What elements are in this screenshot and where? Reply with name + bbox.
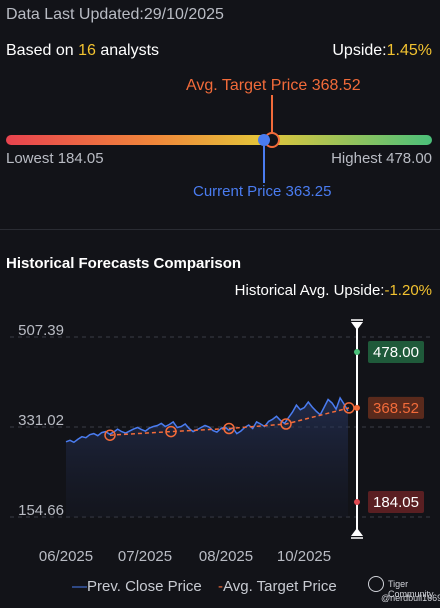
updated-date: 29/10/2025 (143, 6, 224, 23)
avg-target-point (223, 422, 235, 435)
avg-target-point (104, 429, 116, 441)
series-avg-target-line (109, 407, 350, 436)
range-marker-pill (368, 340, 424, 363)
history-title: Historical Forecasts Comparison (6, 255, 242, 272)
range-top-arrow (351, 322, 363, 330)
range-bottom-arrow (351, 528, 363, 536)
x-tick-label: 06/2025 (39, 548, 93, 565)
range-gradient (6, 135, 432, 145)
based-on-suffix: analysts (100, 42, 160, 59)
highest-label: Highest 478.00 (331, 150, 432, 167)
upside-label: Upside: (332, 42, 387, 59)
range-marker-pill (368, 491, 424, 514)
legend-prev-close-label: Prev. Close Price (87, 578, 202, 595)
tiger-logo-icon (368, 576, 384, 592)
upside-text: Upside:1.45% (332, 42, 432, 60)
current-price-label: Current Price 363.25 (193, 183, 332, 200)
legend-avg-target-label: Avg. Target Price (223, 578, 337, 595)
y-tick-label: 507.39 (18, 322, 64, 339)
price-range-bar (6, 95, 432, 183)
legend-prev-close: —Prev. Close Price (72, 578, 202, 595)
avg-target-label: Avg. Target Price 368.52 (186, 77, 361, 94)
range-marker-pill (368, 396, 424, 419)
avg-target-point (343, 402, 355, 414)
data-updated-text: Data Last Updated:29/10/2025 (6, 6, 224, 24)
legend-avg-target-swatch: - (218, 578, 223, 595)
x-tick-label: 08/2025 (199, 548, 253, 565)
analyst-count: 16 (78, 42, 96, 59)
legend-avg-target: -Avg. Target Price (218, 578, 337, 595)
analyst-summary-panel (0, 0, 440, 230)
range-marker-dot (354, 404, 360, 411)
history-avg-upside: Historical Avg. Upside:-1.20% (235, 282, 432, 299)
analyst-count-text: Based on 16 analysts (6, 42, 159, 60)
current-price-marker (258, 134, 270, 146)
x-tick-label: 07/2025 (118, 548, 172, 565)
upside-value: 1.45% (386, 42, 432, 59)
x-tick-label: 10/2025 (277, 548, 331, 565)
legend-prev-close-swatch: — (72, 578, 87, 595)
section-divider (0, 229, 440, 230)
watermark-brand: Tiger Community (388, 579, 434, 599)
lowest-label: Lowest 184.05 (6, 150, 104, 167)
based-on-prefix: Based on (6, 42, 74, 59)
watermark-user: @nerdbull1669 (381, 593, 440, 603)
range-marker-label: 184.05 (373, 494, 419, 511)
range-marker-label: 368.52 (373, 400, 419, 417)
forecast-chart: 507.39 331.02 154.66 478.00 368.52 184.05 06/2… (10, 319, 432, 565)
avg-target-point (165, 425, 177, 438)
updated-label: Data Last Updated: (6, 6, 144, 23)
range-marker-dot (354, 499, 360, 506)
y-tick-label: 154.66 (18, 502, 64, 519)
history-avg-upside-label: Historical Avg. Upside: (234, 282, 385, 299)
y-tick-label: 331.02 (18, 412, 64, 429)
price-area (66, 397, 348, 517)
avg-target-point (280, 418, 292, 430)
range-marker-label: 478.00 (373, 344, 419, 361)
range-marker-dot (354, 348, 360, 355)
history-avg-upside-value: -1.20% (384, 282, 432, 299)
series-prev-close-line (65, 396, 349, 444)
